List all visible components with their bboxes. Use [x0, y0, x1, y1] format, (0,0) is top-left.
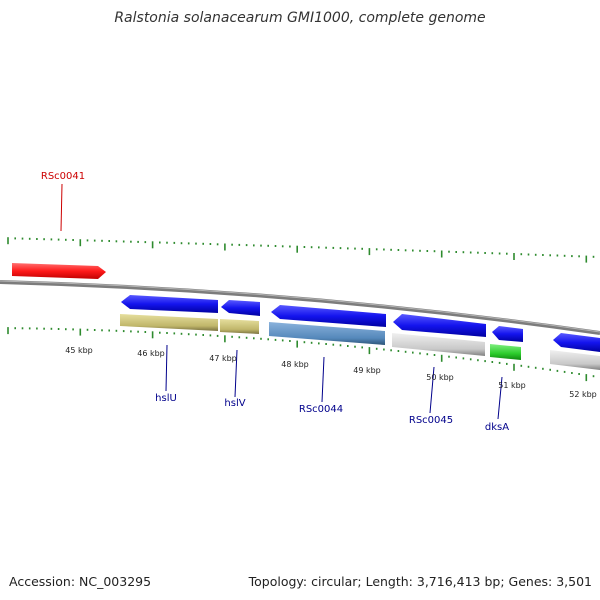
label-leader-RSc0045	[429, 366, 435, 414]
gene-label-hslU[interactable]: hslU	[155, 393, 177, 404]
kbp-label: 47 kbp	[209, 354, 237, 363]
label-leader-hslV	[234, 349, 238, 398]
gene-label-RSc0045[interactable]: RSc0045	[409, 415, 453, 426]
cog-block-hslV[interactable]	[220, 319, 259, 334]
label-leader-RSc0041	[60, 183, 63, 232]
gene-arrow-hslU[interactable]	[121, 295, 218, 313]
gene-arrow-partial[interactable]	[553, 333, 600, 352]
label-leader-hslU	[165, 344, 168, 392]
kbp-label: 50 kbp	[426, 373, 454, 382]
kbp-label: 46 kbp	[137, 349, 165, 358]
gene-label-RSc0041[interactable]: RSc0041	[41, 171, 85, 182]
inner-tick-ring	[7, 327, 595, 382]
kbp-label: 49 kbp	[353, 366, 381, 375]
kbp-label: 45 kbp	[65, 346, 93, 355]
genome-summary-text: Topology: circular; Length: 3,716,413 bp…	[248, 574, 592, 589]
gene-label-dksA[interactable]: dksA	[485, 422, 509, 433]
gene-arrow-RSc0041[interactable]	[12, 263, 106, 279]
gene-label-hslV[interactable]: hslV	[224, 398, 245, 409]
gene-label-RSc0044[interactable]: RSc0044	[299, 404, 343, 415]
cog-block-partial[interactable]	[550, 350, 600, 370]
gene-arrow-RSc0045[interactable]	[393, 314, 486, 337]
gene-arrow-hslV[interactable]	[221, 300, 260, 316]
outer-tick-ring	[7, 237, 595, 263]
map-title: Ralstonia solanacearum GMI1000, complete…	[114, 10, 486, 26]
gene-arrow-RSc0044[interactable]	[271, 305, 386, 327]
accession-text: Accession: NC_003295	[9, 574, 152, 589]
genome-backbone-highlight	[0, 280, 600, 333]
cog-block-RSc0044[interactable]	[269, 322, 385, 345]
kbp-label: 51 kbp	[498, 381, 526, 390]
cog-block-hslU[interactable]	[120, 314, 218, 331]
label-leader-RSc0044	[321, 356, 325, 403]
cog-block-RSc0045[interactable]	[392, 333, 485, 356]
gene-arrow-dksA[interactable]	[492, 326, 523, 342]
genome-backbone	[0, 280, 600, 335]
cog-block-dksA[interactable]	[490, 344, 521, 360]
kbp-label: 48 kbp	[281, 360, 309, 369]
label-leader-dksA	[497, 376, 503, 420]
kbp-label: 52 kbp	[569, 390, 597, 399]
